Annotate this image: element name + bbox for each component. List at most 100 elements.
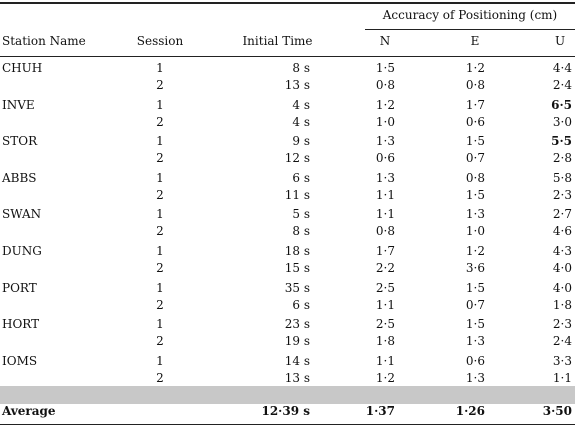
- initial-time-cell: 9 s: [292, 134, 310, 148]
- initial-time-cell: 18 s: [284, 244, 310, 258]
- n-cell: 1·8: [375, 334, 395, 348]
- separator-band: [0, 386, 575, 404]
- n-cell: 1·1: [375, 354, 395, 368]
- station-name: STOR: [2, 134, 38, 148]
- initial-time-cell: 15 s: [284, 261, 310, 275]
- e-cell: 1·0: [465, 224, 485, 238]
- n-cell: 2·5: [375, 317, 395, 331]
- u-cell: 5·5: [551, 134, 572, 148]
- n-cell: 1·3: [375, 171, 395, 185]
- u-cell: 1·8: [552, 298, 572, 312]
- u-cell: 2·4: [552, 334, 572, 348]
- e-cell: 1·5: [465, 188, 485, 202]
- session-cell: 2: [156, 188, 164, 202]
- initial-time-cell: 4 s: [292, 115, 310, 129]
- e-cell: 1·2: [465, 61, 485, 75]
- top-rule: [0, 2, 575, 4]
- session-cell: 1: [156, 61, 164, 75]
- initial-time-cell: 6 s: [292, 171, 310, 185]
- u-cell: 2·3: [552, 317, 572, 331]
- u-cell: 4·3: [552, 244, 572, 258]
- initial-time-cell: 12 s: [284, 151, 310, 165]
- n-header: N: [379, 34, 391, 48]
- initial-time-cell: 14 s: [284, 354, 310, 368]
- session-cell: 1: [156, 281, 164, 295]
- session-cell: 1: [156, 317, 164, 331]
- average-n: 1·37: [365, 404, 395, 418]
- average-label: Average: [2, 404, 56, 418]
- session-cell: 2: [156, 261, 164, 275]
- station-name: IOMS: [2, 354, 38, 368]
- initial-time-cell: 6 s: [292, 298, 310, 312]
- initial-time-cell: 11 s: [284, 188, 310, 202]
- n-cell: 1·1: [375, 298, 395, 312]
- e-cell: 1·3: [465, 207, 485, 221]
- u-cell: 2·4: [552, 78, 572, 92]
- session-cell: 2: [156, 298, 164, 312]
- e-cell: 1·7: [465, 98, 485, 112]
- e-cell: 0·8: [465, 78, 485, 92]
- n-cell: 1·0: [375, 115, 395, 129]
- station-name-header: Station Name: [2, 34, 86, 48]
- n-cell: 1·2: [375, 371, 395, 385]
- station-name: HORT: [2, 317, 40, 331]
- session-cell: 2: [156, 115, 164, 129]
- n-cell: 1·5: [375, 61, 395, 75]
- station-name: CHUH: [2, 61, 43, 75]
- e-cell: 1·2: [465, 244, 485, 258]
- session-cell: 2: [156, 371, 164, 385]
- session-cell: 1: [156, 207, 164, 221]
- session-cell: 2: [156, 224, 164, 238]
- n-cell: 1·1: [375, 207, 395, 221]
- e-cell: 0·7: [465, 298, 485, 312]
- initial-time-header: Initial Time: [242, 34, 313, 48]
- e-header: E: [470, 34, 480, 48]
- e-cell: 1·5: [465, 317, 485, 331]
- session-cell: 2: [156, 78, 164, 92]
- n-cell: 2·5: [375, 281, 395, 295]
- n-cell: 1·7: [375, 244, 395, 258]
- e-cell: 1·3: [465, 371, 485, 385]
- u-cell: 5·8: [552, 171, 572, 185]
- u-cell: 3·0: [552, 115, 572, 129]
- initial-time-cell: 5 s: [292, 207, 310, 221]
- u-cell: 4·4: [552, 61, 572, 75]
- e-cell: 0·7: [465, 151, 485, 165]
- station-name: SWAN: [2, 207, 42, 221]
- u-cell: 2·8: [552, 151, 572, 165]
- n-cell: 0·8: [375, 78, 395, 92]
- session-cell: 1: [156, 354, 164, 368]
- u-cell: 4·0: [552, 281, 572, 295]
- e-cell: 0·6: [465, 115, 485, 129]
- u-cell: 4·0: [552, 261, 572, 275]
- e-cell: 0·6: [465, 354, 485, 368]
- u-cell: 4·6: [552, 224, 572, 238]
- station-name: INVE: [2, 98, 35, 112]
- session-cell: 2: [156, 334, 164, 348]
- station-name: ABBS: [2, 171, 37, 185]
- n-cell: 2·2: [375, 261, 395, 275]
- u-cell: 2·7: [552, 207, 572, 221]
- initial-time-cell: 13 s: [284, 371, 310, 385]
- initial-time-cell: 35 s: [284, 281, 310, 295]
- n-cell: 1·3: [375, 134, 395, 148]
- initial-time-cell: 19 s: [284, 334, 310, 348]
- u-cell: 6·5: [551, 98, 572, 112]
- initial-time-cell: 4 s: [292, 98, 310, 112]
- session-cell: 1: [156, 98, 164, 112]
- group-underline: [365, 29, 575, 30]
- u-cell: 1·1: [552, 371, 572, 385]
- e-cell: 1·5: [465, 281, 485, 295]
- u-cell: 3·3: [552, 354, 572, 368]
- average-u: 3·50: [542, 404, 572, 418]
- session-cell: 1: [156, 171, 164, 185]
- e-cell: 1·5: [465, 134, 485, 148]
- initial-time-cell: 23 s: [284, 317, 310, 331]
- average-initial-time: 12·39 s: [261, 404, 310, 418]
- session-cell: 1: [156, 134, 164, 148]
- station-name: DUNG: [2, 244, 42, 258]
- e-cell: 1·3: [465, 334, 485, 348]
- header-rule: [0, 56, 575, 57]
- initial-time-cell: 8 s: [292, 224, 310, 238]
- u-header: U: [554, 34, 566, 48]
